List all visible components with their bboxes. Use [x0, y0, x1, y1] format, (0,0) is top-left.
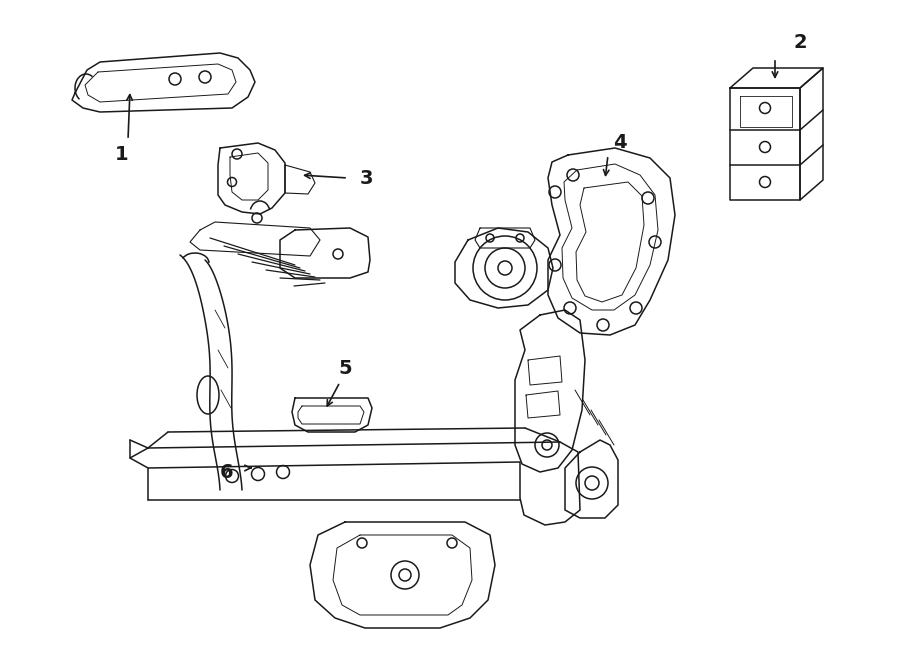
Text: 3: 3 — [360, 169, 373, 188]
Text: 6: 6 — [220, 463, 233, 481]
Text: 5: 5 — [338, 358, 352, 377]
Text: 2: 2 — [793, 32, 806, 52]
Text: 4: 4 — [613, 134, 626, 153]
Text: 1: 1 — [115, 145, 129, 165]
